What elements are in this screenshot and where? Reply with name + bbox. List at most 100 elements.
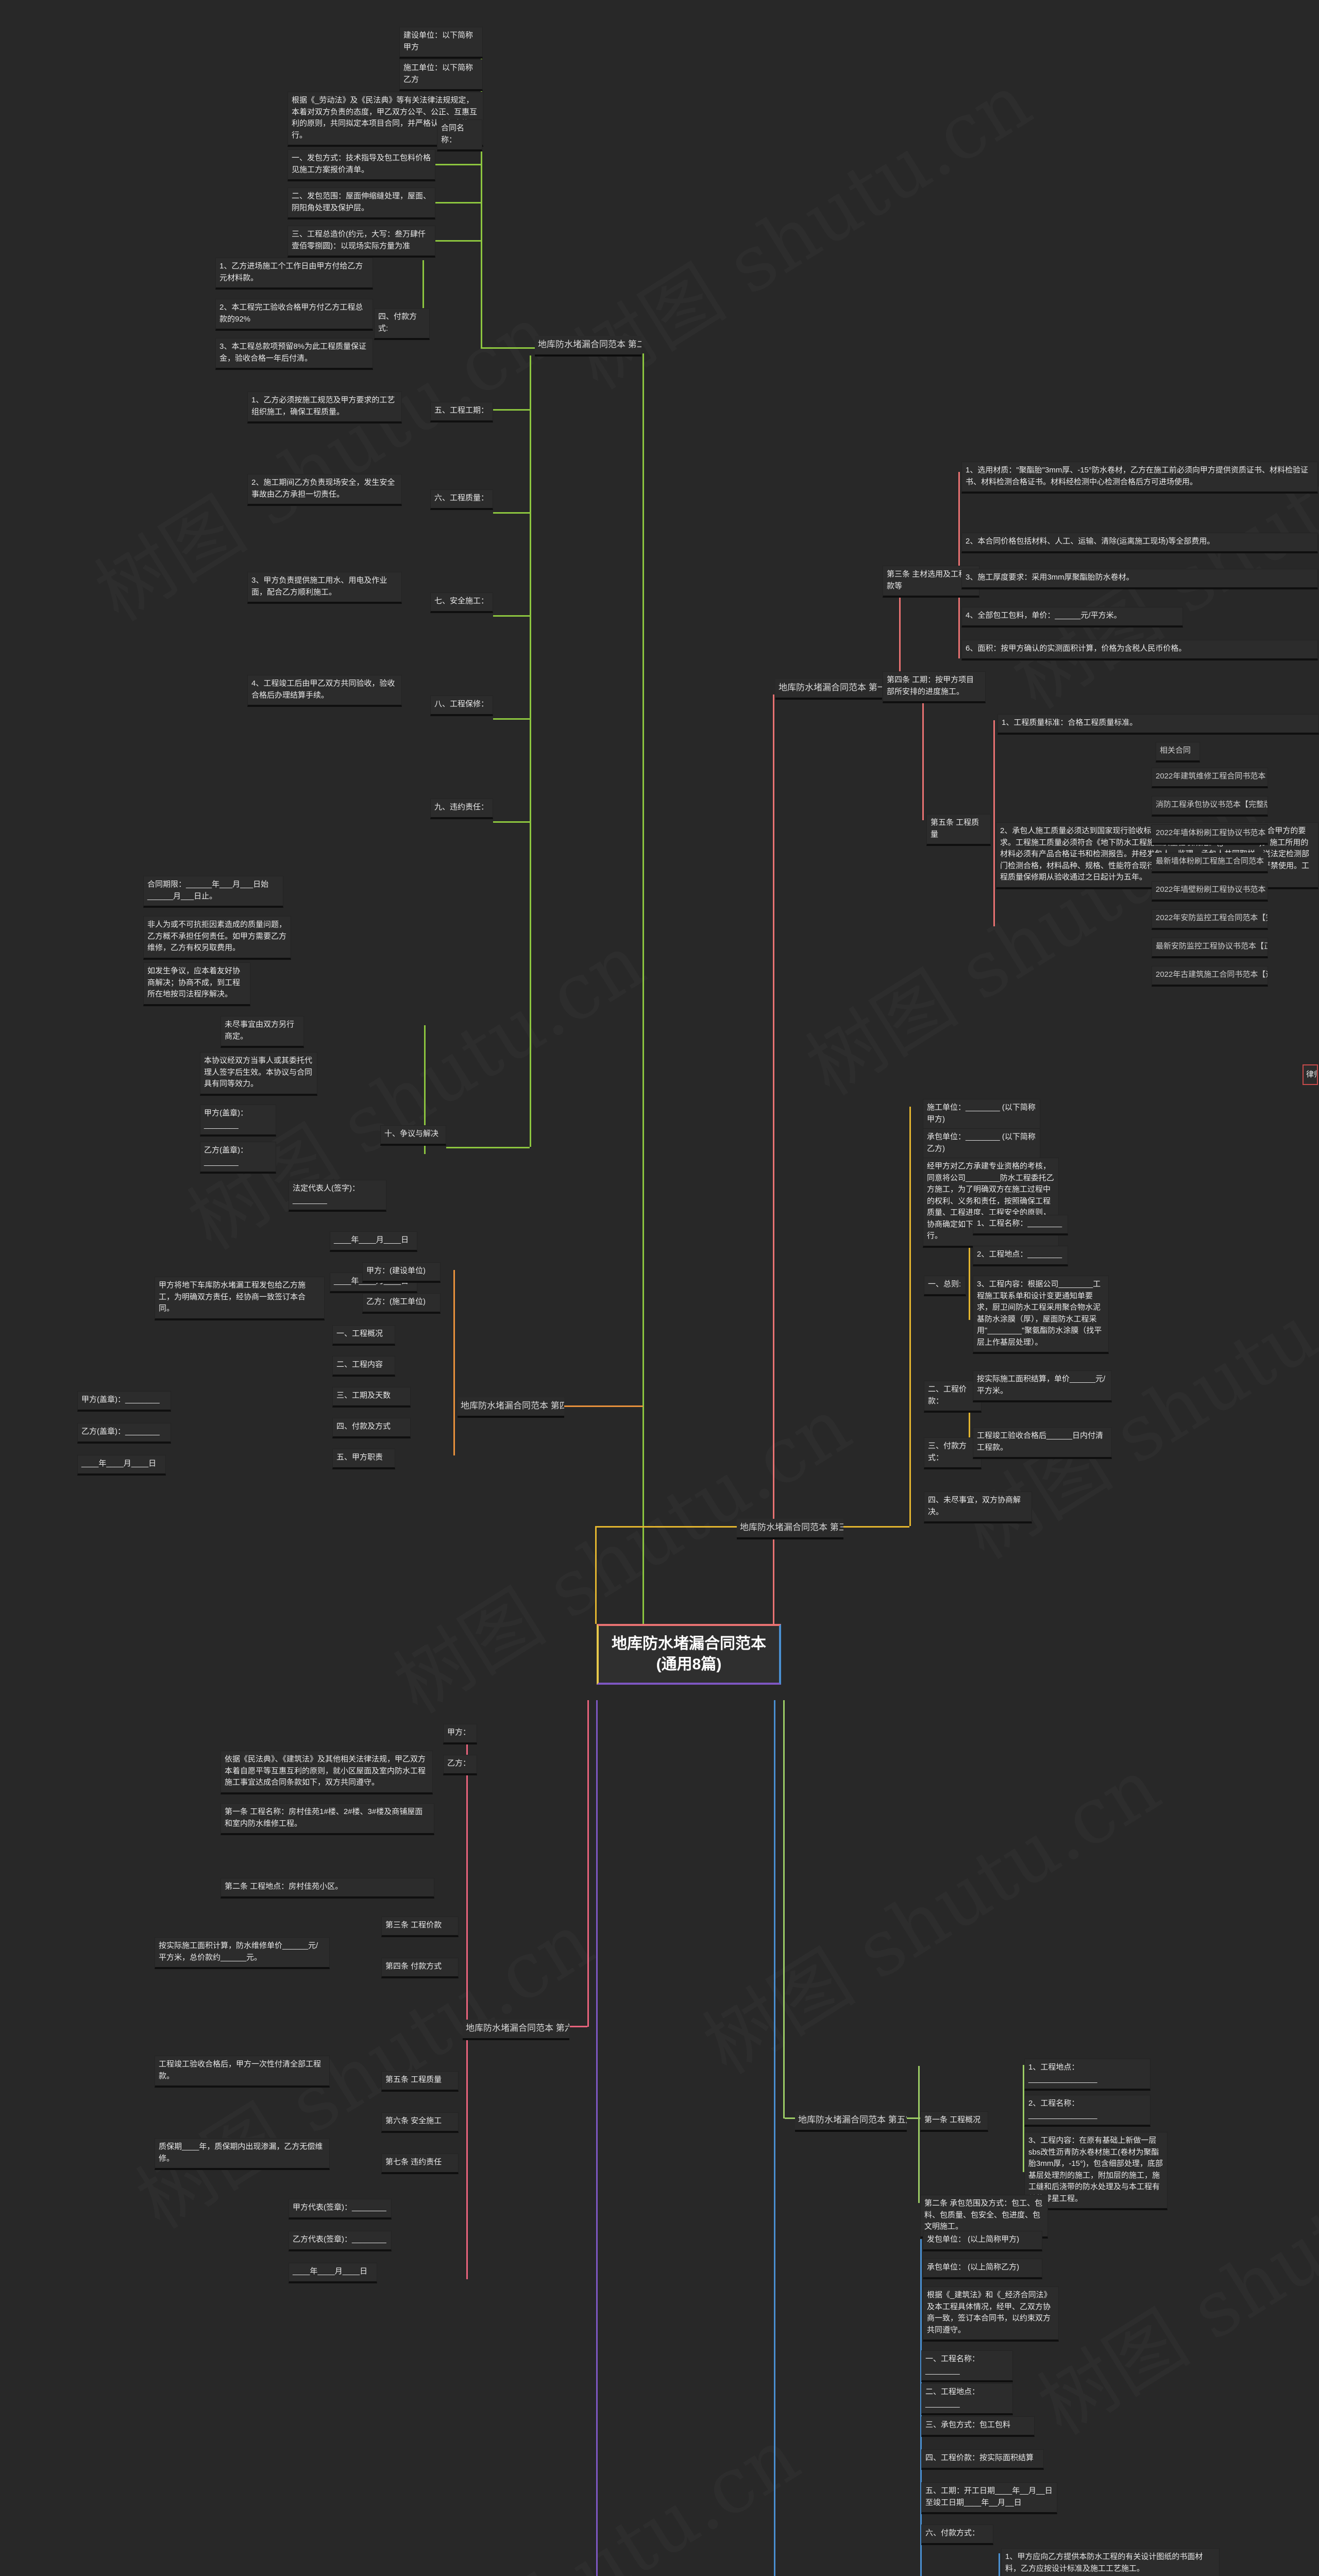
- mindmap-node[interactable]: 四、工程价款：按实际面积结算: [921, 2449, 1044, 2470]
- mindmap-node[interactable]: 2、本合同价格包括材料、人工、运输、清除(运离施工现场)等全部费用。: [961, 533, 1318, 553]
- branch-label-b3[interactable]: 地库防水堵漏合同范本 第三篇: [737, 1519, 843, 1539]
- mindmap-node[interactable]: ____年____月____日: [330, 1231, 417, 1252]
- mindmap-node[interactable]: 三、承包方式：包工包料: [921, 2416, 1035, 2437]
- mindmap-node[interactable]: 乙方代表(签章)：________: [289, 2231, 392, 2251]
- related-doc-link[interactable]: 2022年建筑维修工程合同书范本【简洁版】: [1152, 768, 1268, 788]
- mindmap-node[interactable]: 七、安全施工：: [430, 592, 493, 613]
- mindmap-node[interactable]: 第三条 工程价款: [381, 1917, 459, 1937]
- mindmap-node[interactable]: 施工单位：以下简称乙方: [399, 59, 483, 91]
- mindmap-node[interactable]: 6、面积：按甲方确认的实测面积计算，价格为含税人民币价格。: [961, 640, 1318, 660]
- related-doc-link[interactable]: 2022年墙壁粉刷工程协议书范本【标准版】: [1152, 881, 1268, 902]
- mindmap-node[interactable]: 法定代表人(签字)：________: [289, 1180, 386, 1212]
- mindmap-node[interactable]: 二、工程内容: [332, 1356, 395, 1377]
- mindmap-node[interactable]: 2、施工期间乙方负责现场安全，发生安全事故由乙方承担一切责任。: [247, 474, 402, 506]
- mindmap-node[interactable]: 五、工期：开工日期____年__月__日至竣工日期____年__月__日: [921, 2482, 1057, 2514]
- mindmap-node[interactable]: 四、付款及方式: [332, 1418, 411, 1438]
- mindmap-node[interactable]: 按实际施工面积计算，防水维修单价______元/平方米，总价款约______元。: [155, 1937, 330, 1969]
- mindmap-node[interactable]: 二、发包范围：屋面伸缩缝处理，屋面、阴阳角处理及保护层。: [288, 188, 435, 219]
- mindmap-node[interactable]: 甲方：: [443, 1724, 477, 1744]
- mindmap-node[interactable]: 承包单位： (以上简称乙方): [923, 2259, 1042, 2279]
- mindmap-node[interactable]: 2、工程名称：________________: [1024, 2095, 1151, 2127]
- mindmap-node[interactable]: 1、乙方进场施工个工作日由甲方付给乙方元材料款。: [215, 258, 373, 290]
- mindmap-node[interactable]: 3、施工厚度要求：采用3mm厚聚酯胎防水卷材。: [961, 569, 1318, 589]
- mindmap-node[interactable]: 三、工程总造价(约元，大写：叁万肆仟壹佰零捌圆)：以现场实际方量为准: [288, 226, 435, 258]
- mindmap-node[interactable]: 2、本工程完工验收合格甲方付乙方工程总款的92%: [215, 299, 373, 331]
- mindmap-node[interactable]: 施工单位：________ (以下简称甲方): [923, 1099, 1040, 1131]
- related-doc-link[interactable]: 最新墙体粉刷工程施工合同范本【正式版】: [1152, 853, 1268, 873]
- mindmap-node[interactable]: 甲方(盖章)：________: [77, 1391, 171, 1412]
- mindmap-node[interactable]: ____年____月____日: [77, 1455, 166, 1476]
- mindmap-node[interactable]: 甲方：(建设单位): [362, 1262, 441, 1283]
- mindmap-node[interactable]: 二、工程地点：________: [921, 2383, 1013, 2415]
- mindmap-node[interactable]: 甲方将地下车库防水堵漏工程发包给乙方施工，为明确双方责任，经协商一致签订本合同。: [155, 1277, 325, 1320]
- mindmap-node[interactable]: 4、工程竣工后由甲乙双方共同验收，验收合格后办理结算手续。: [247, 675, 402, 707]
- clipped-edge-node[interactable]: 律师: [1303, 1064, 1318, 1085]
- mindmap-node[interactable]: 一、工程名称：________: [921, 2350, 1013, 2382]
- mindmap-node[interactable]: 第五条 工程质量: [926, 814, 991, 846]
- mindmap-node[interactable]: 乙方(盖章)：________: [200, 1142, 276, 1174]
- mindmap-node[interactable]: 第二条 工程地点：房村佳苑小区。: [221, 1878, 434, 1899]
- branch-label-b2[interactable]: 地库防水堵漏合同范本 第二篇: [535, 336, 641, 357]
- mindmap-node[interactable]: 乙方：(施工单位): [362, 1293, 441, 1314]
- mindmap-node[interactable]: 五、甲方职责: [332, 1449, 395, 1469]
- mindmap-node[interactable]: 二、工程价款：: [924, 1381, 982, 1413]
- mindmap-node[interactable]: 3、工程内容：根据公司________工程施工联系单和设计变更通知单要求，厨卫间…: [973, 1276, 1109, 1354]
- mindmap-node[interactable]: 五、工程工期：: [430, 402, 493, 422]
- mindmap-node[interactable]: ____年____月____日: [289, 2263, 377, 2283]
- mindmap-node[interactable]: 非人为或不可抗拒因素造成的质量问题，乙方概不承担任何责任。如甲方需要乙方维修，乙…: [143, 916, 291, 960]
- mindmap-node[interactable]: 第四条 付款方式: [381, 1958, 459, 1978]
- mindmap-node[interactable]: 如发生争议，应本着友好协商解决；协商不成，到工程所在地按司法程序解决。: [143, 962, 250, 1006]
- mindmap-node[interactable]: 合同期限：______年___月___日始______月___日止。: [143, 876, 283, 908]
- mindmap-node[interactable]: 六、付款方式：: [921, 2524, 993, 2545]
- mindmap-node[interactable]: 乙方：: [443, 1755, 477, 1775]
- related-doc-link[interactable]: 2022年古建筑施工合同书范本【通用版】: [1152, 966, 1268, 987]
- branch-label-b1[interactable]: 地库防水堵漏合同范本 第一篇: [775, 679, 882, 700]
- mindmap-node[interactable]: 4、全部包工包料，单价：______元/平方米。: [961, 607, 1183, 628]
- mindmap-node[interactable]: 第七条 违约责任: [381, 2154, 459, 2174]
- mindmap-node[interactable]: 一、发包方式：技术指导及包工包料价格见施工方案报价清单。: [288, 149, 435, 181]
- mindmap-node[interactable]: 根据《_建筑法》和《_经济合同法》及本工程具体情况，经甲、乙双方协商一致，签订本…: [923, 2286, 1059, 2342]
- mindmap-node[interactable]: 按实际施工面积结算，单价______元/平方米。: [973, 1370, 1112, 1402]
- mindmap-node[interactable]: 建设单位：以下简称甲方: [399, 27, 483, 59]
- mindmap-node[interactable]: 发包单位： (以上简称甲方): [923, 2231, 1042, 2251]
- branch-label-b6[interactable]: 地库防水堵漏合同范本 第六篇: [463, 2020, 569, 2040]
- mindmap-node[interactable]: 乙方(盖章)：________: [77, 1423, 171, 1444]
- branch-label-b5[interactable]: 地库防水堵漏合同范本 第五篇: [795, 2111, 907, 2132]
- mindmap-node[interactable]: 第四条 工期：按甲方项目部所安排的进度施工。: [883, 671, 986, 703]
- mindmap-node[interactable]: 甲方(盖章)：________: [200, 1105, 276, 1137]
- mindmap-node[interactable]: 1、工程质量标准：合格工程质量标准。: [997, 714, 1319, 735]
- mindmap-node[interactable]: 依据《民法典》、《建筑法》及其他相关法律法规，甲乙双方本着自愿平等互惠互利的原则…: [221, 1751, 433, 1794]
- mindmap-node[interactable]: 第五条 工程质量: [381, 2071, 459, 2092]
- mindmap-node[interactable]: 1、甲方应向乙方提供本防水工程的有关设计图纸的书面材料，乙方应按设计标准及施工工…: [1001, 2548, 1220, 2576]
- related-doc-link[interactable]: 2022年安防监控工程合同范本【完整版】: [1152, 909, 1268, 930]
- mindmap-node[interactable]: 第一条 工程概况: [920, 2111, 988, 2132]
- related-doc-link[interactable]: 最新安防监控工程协议书范本【正式版】: [1152, 938, 1268, 958]
- mindmap-node[interactable]: 八、工程保修：: [430, 696, 493, 716]
- mindmap-node[interactable]: 三、付款方式：: [924, 1437, 982, 1469]
- mindmap-node[interactable]: 合同名称：: [437, 120, 482, 151]
- mindmap-node[interactable]: 1、工程地点：________________: [1024, 2059, 1151, 2091]
- mindmap-node[interactable]: 十、争议与解决: [380, 1125, 446, 1146]
- mindmap-node[interactable]: 承包单位：________ (以下简称乙方): [923, 1128, 1040, 1160]
- mindmap-node[interactable]: 一、工程概况: [332, 1325, 395, 1346]
- related-doc-link[interactable]: 消防工程承包协议书范本【完整版】: [1152, 796, 1268, 817]
- mindmap-node[interactable]: 三、工期及天数: [332, 1387, 411, 1408]
- mindmap-node[interactable]: 四、未尽事宜，双方协商解决。: [924, 1492, 1032, 1523]
- mindmap-node[interactable]: 质保期____年，质保期内出现渗漏，乙方无偿维修。: [155, 2138, 330, 2170]
- related-doc-link[interactable]: 2022年墙体粉刷工程协议书范本【通用版】: [1152, 824, 1268, 845]
- mindmap-node[interactable]: 本协议经双方当事人或其委托代理人签字后生效。本协议与合同具有同等效力。: [200, 1052, 317, 1096]
- mindmap-node[interactable]: 四、付款方式:: [374, 308, 430, 340]
- mindmap-node[interactable]: 第六条 安全施工: [381, 2112, 459, 2133]
- mindmap-node[interactable]: 1、工程名称：________: [973, 1215, 1068, 1235]
- mindmap-node[interactable]: 3、本工程总款项预留8%为此工程质量保证金，验收合格一年后付清。: [215, 338, 373, 370]
- mindmap-node[interactable]: 1、乙方必须按施工规范及甲方要求的工艺组织施工，确保工程质量。: [247, 392, 402, 423]
- mindmap-node[interactable]: 工程竣工验收合格后______日内付清工程款。: [973, 1427, 1112, 1459]
- central-topic[interactable]: 地库防水堵漏合同范本(通用8篇): [597, 1624, 781, 1685]
- mindmap-node[interactable]: 1、选用材质："聚酯胎"3mm厚、-15°防水卷材，乙方在施工前必须向甲方提供资…: [961, 462, 1318, 494]
- mindmap-node[interactable]: 九、违约责任：: [430, 799, 493, 819]
- mindmap-node[interactable]: 甲方代表(签章)：________: [289, 2199, 392, 2219]
- branch-label-b4[interactable]: 地库防水堵漏合同范本 第四篇: [458, 1397, 564, 1418]
- mindmap-node[interactable]: 工程竣工验收合格后，甲方一次性付清全部工程款。: [155, 2056, 330, 2088]
- mindmap-node[interactable]: 未尽事宜由双方另行商定。: [221, 1016, 304, 1048]
- mindmap-node[interactable]: 一、总则:: [924, 1276, 966, 1296]
